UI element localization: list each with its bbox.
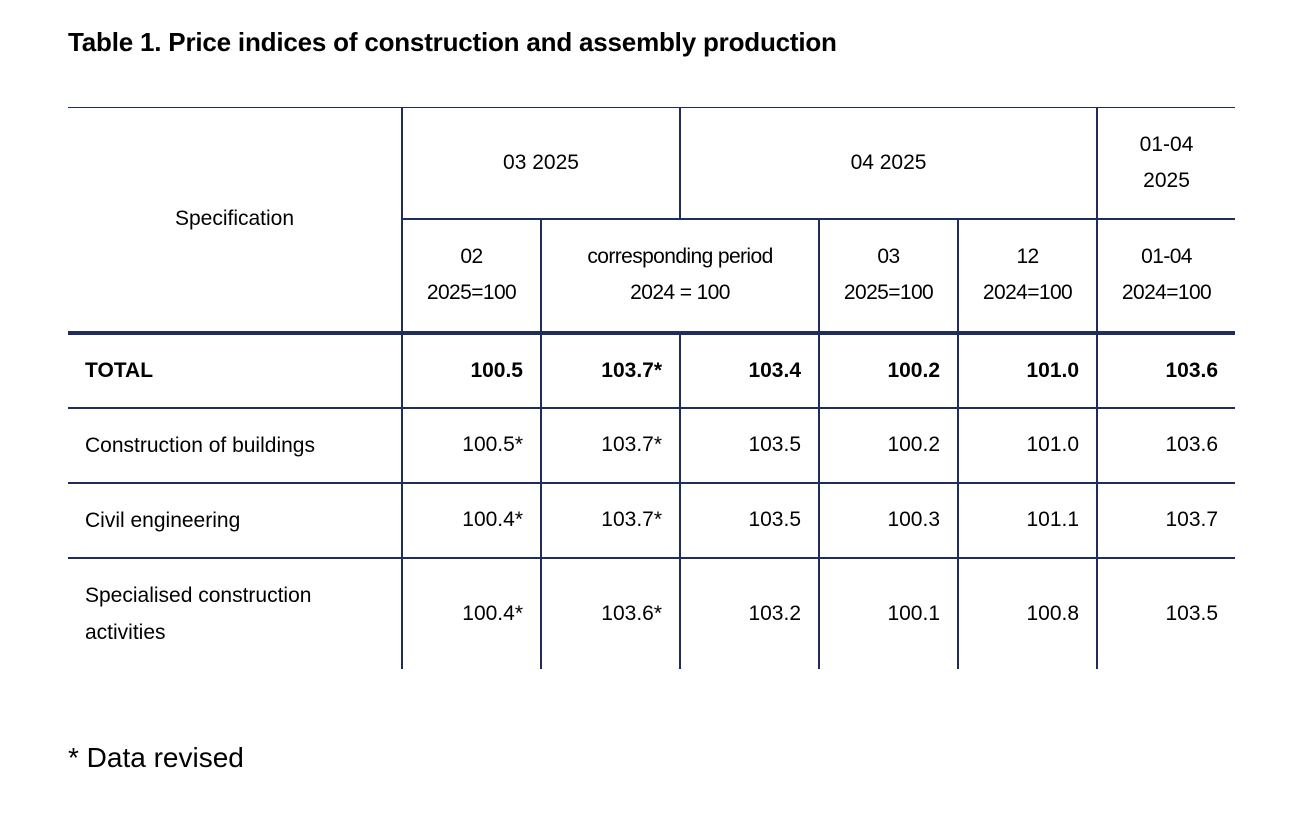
table-title: Table 1. Price indices of construction a…	[68, 27, 837, 57]
cell-value: 100.4*	[401, 557, 541, 669]
table-row-civil-engineering: Civil engineering 100.4* 103.7* 103.5 10…	[68, 482, 1236, 559]
subheader-line1: 12	[1016, 245, 1039, 268]
cell-value: 103.7*	[539, 482, 681, 559]
row-label-line2: activities	[85, 620, 166, 644]
subheader-line2: 2024 = 100	[630, 281, 730, 304]
cell-value: 100.3	[818, 482, 959, 559]
header-group-03-2025-label: 03 2025	[503, 150, 579, 174]
cell-value: 101.0	[957, 407, 1098, 484]
subheader-line2: 2024=100	[982, 281, 1073, 304]
subheader-03-2025: 03 2025=100	[818, 218, 959, 335]
cell-value: 103.5	[679, 407, 820, 484]
cell-value: 103.6	[1096, 332, 1236, 409]
header-group-01-04-2025: 01-04 2025	[1096, 107, 1236, 220]
cell-value: 103.4	[679, 332, 820, 409]
subheader-corresponding-period: corresponding period 2024 = 100	[539, 218, 820, 335]
row-label: Civil engineering	[68, 482, 402, 559]
cell-value: 103.7	[1096, 482, 1236, 559]
row-label: Construction of buildings	[68, 407, 402, 484]
cell-value: 103.7*	[539, 332, 681, 409]
cell-value: 100.5*	[401, 407, 541, 484]
subheader-line2: 2025=100	[843, 281, 934, 304]
table-row-construction-of-buildings: Construction of buildings 100.5* 103.7* …	[68, 407, 1236, 484]
cell-value: 100.8	[957, 557, 1098, 669]
cell-value: 100.2	[818, 407, 959, 484]
cell-value: 101.1	[957, 482, 1098, 559]
cell-value: 103.7*	[539, 407, 681, 484]
cell-value: 100.2	[818, 332, 959, 409]
subheader-12-2024: 12 2024=100	[957, 218, 1098, 335]
header-group-04-2025: 04 2025	[679, 107, 1098, 220]
cell-value: 100.4*	[401, 482, 541, 559]
subheader-line2: 2025=100	[426, 281, 517, 304]
footnote: * Data revised	[68, 742, 244, 773]
table-row-specialised-construction: Specialised construction activities 100.…	[68, 557, 1236, 669]
row-label: Specialised construction activities	[68, 558, 402, 669]
table-row-total: TOTAL 100.5 103.7* 103.4 100.2 101.0 103…	[68, 332, 1236, 409]
header-group-01-04-line1: 01-04	[1139, 132, 1194, 156]
cell-value: 103.6	[1096, 407, 1236, 484]
cell-value: 101.0	[957, 332, 1098, 409]
header-specification: Specification	[68, 107, 402, 335]
subheader-line1: 01-04	[1141, 245, 1192, 268]
price-indices-table: Specification 03 2025 04 2025 01-04 2025…	[68, 107, 1236, 669]
subheader-line1: 02	[460, 245, 483, 268]
subheader-line1: corresponding period	[587, 245, 773, 268]
subheader-line1: 03	[877, 245, 900, 268]
header-group-04-2025-label: 04 2025	[850, 150, 927, 174]
cell-value: 100.5	[401, 332, 541, 409]
cell-value: 103.5	[1096, 557, 1236, 669]
subheader-line2: 2024=100	[1121, 281, 1212, 304]
subheader-02-2025: 02 2025=100	[401, 218, 541, 335]
row-label: TOTAL	[68, 332, 402, 409]
cell-value: 103.5	[679, 482, 820, 559]
cell-value: 103.6*	[539, 557, 681, 669]
header-specification-label: Specification	[174, 207, 295, 231]
row-label-line1: Specialised construction	[85, 583, 312, 607]
cell-value: 100.1	[818, 557, 959, 669]
subheader-01-04-2024: 01-04 2024=100	[1096, 218, 1236, 335]
header-group-01-04-line2: 2025	[1143, 168, 1190, 192]
cell-value: 103.2	[679, 557, 820, 669]
header-group-03-2025: 03 2025	[400, 107, 681, 220]
